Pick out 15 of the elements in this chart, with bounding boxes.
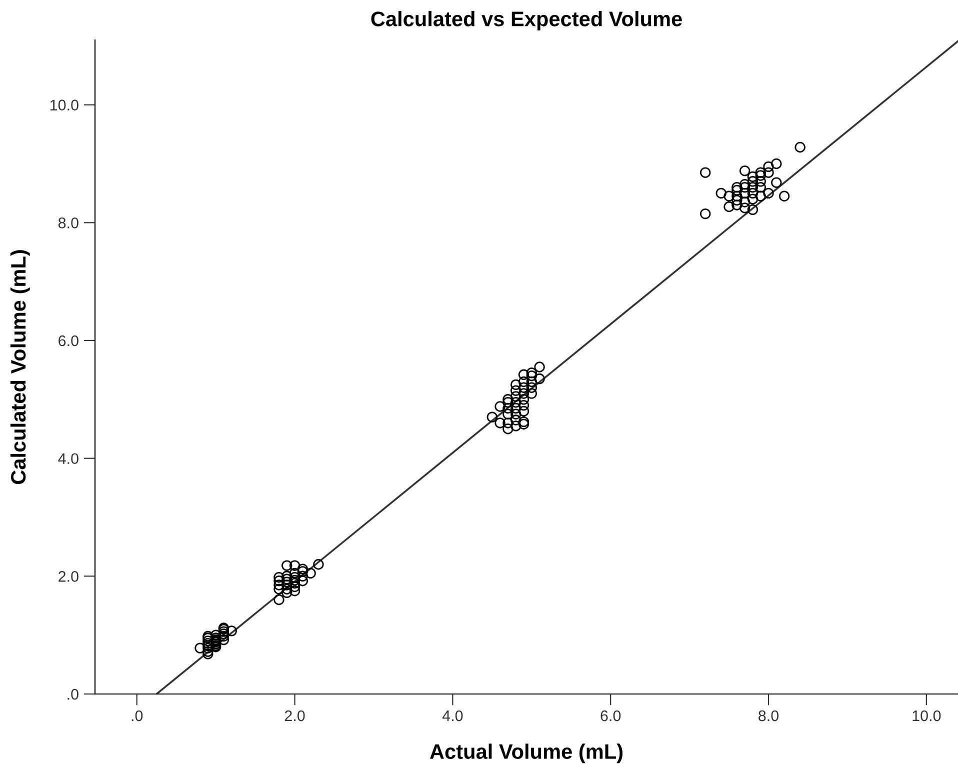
y-tick-label: .0 [68, 688, 78, 700]
x-tick-label: 6.0 [600, 710, 621, 722]
y-tick-label: 10.0 [50, 100, 78, 110]
y-tick-label: 8.0 [58, 218, 78, 228]
x-axis-title: Actual Volume (mL) [430, 744, 623, 764]
chart-title: Calculated vs Expected Volume [371, 11, 682, 30]
x-tick-label: 10.0 [912, 710, 941, 722]
y-tick-label: 4.0 [58, 453, 78, 464]
x-tick-label: .0 [132, 710, 143, 722]
x-tick-label: 4.0 [442, 710, 463, 722]
y-tick-label: 6.0 [58, 335, 78, 346]
y-axis-title: Calculated Volume (mL) [10, 250, 30, 484]
y-tick-label: 2.0 [58, 571, 78, 582]
x-tick-label: 8.0 [758, 710, 779, 722]
x-tick-label: 2.0 [284, 710, 305, 722]
